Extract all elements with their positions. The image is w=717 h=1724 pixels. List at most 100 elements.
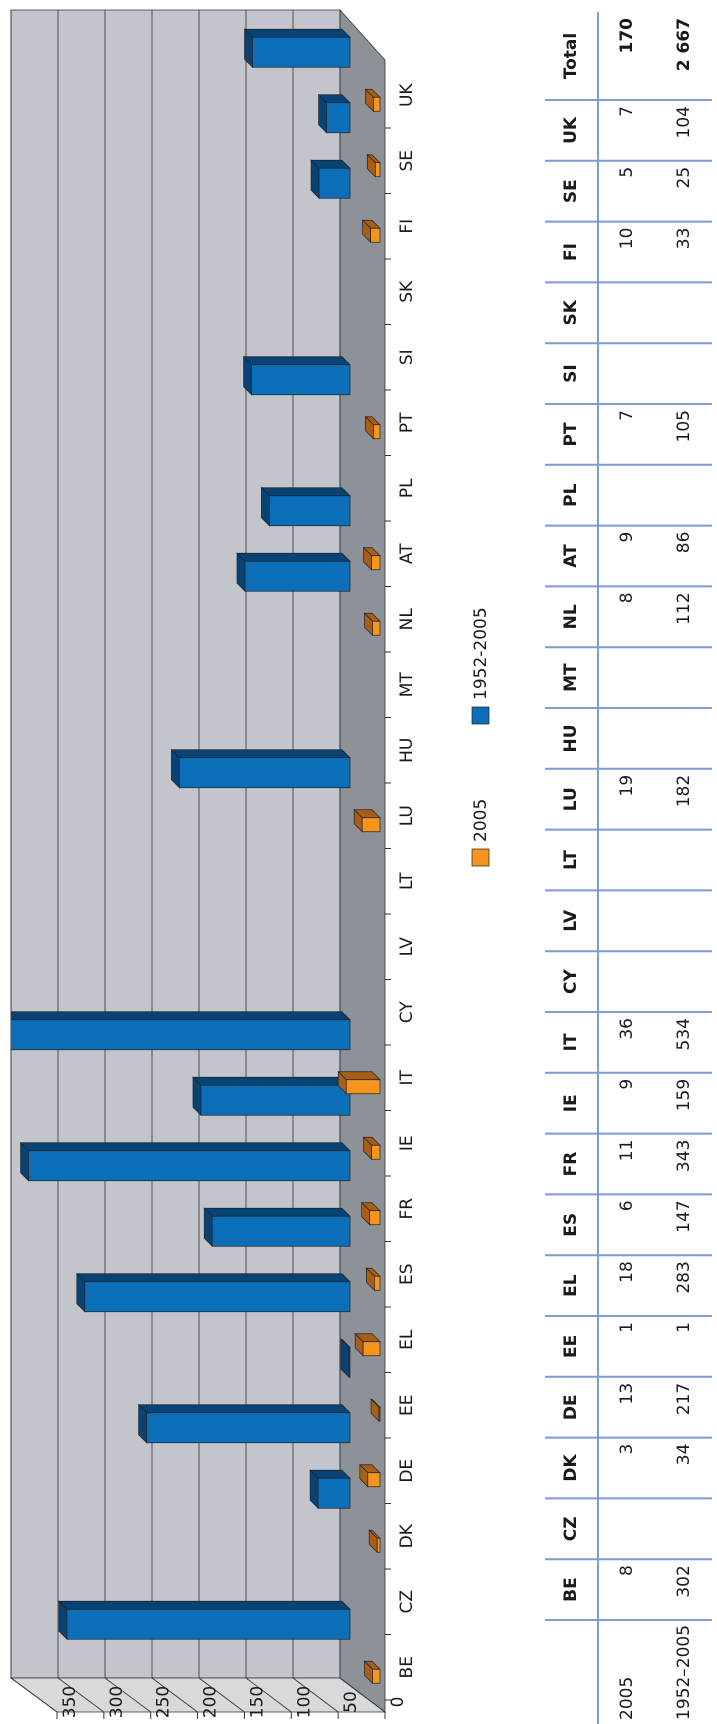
y-tick-label: 200 (201, 1686, 221, 1718)
table-row-label: 2005 (617, 1677, 637, 1720)
table-cell: 9 (617, 532, 637, 543)
table-cell: 1 (674, 1322, 694, 1333)
bar-2005 (369, 1210, 381, 1226)
x-tick-label: EL (397, 1329, 417, 1350)
x-tick-label: BE (397, 1656, 417, 1678)
x-tick-label: MT (397, 672, 417, 698)
bar-2005 (362, 1341, 381, 1357)
bar-2005 (373, 96, 381, 112)
x-tick-label: LV (397, 937, 417, 957)
x-tick-label: AT (397, 543, 417, 564)
table-header: IE (561, 1094, 581, 1112)
y-tick-label: 50 (341, 1691, 361, 1713)
x-tick-label: LU (397, 805, 417, 826)
legend-swatch (471, 848, 490, 867)
x-tick-label: UK (397, 83, 417, 107)
x-tick-label: SK (397, 280, 417, 303)
bar-2005 (376, 1537, 381, 1553)
table-cell: 112 (674, 592, 694, 624)
table-header: NL (561, 604, 581, 629)
grid-diagonal (198, 1677, 245, 1713)
table-cell: 302 (674, 1565, 694, 1597)
bar-2005 (371, 555, 381, 571)
table-cell: 283 (674, 1261, 694, 1293)
x-tick-label: NL (397, 608, 417, 631)
bar-1952-2005-side (11, 1011, 351, 1021)
table-cell: 7 (617, 410, 637, 421)
bar-2005 (371, 1144, 381, 1160)
grid-diagonal (57, 1677, 105, 1713)
bar-1952-2005-side (170, 749, 351, 759)
table-header: PL (561, 483, 581, 506)
table-total: 2 667 (674, 18, 694, 71)
bar-2005 (372, 620, 381, 636)
table-header: AT (561, 544, 581, 568)
table-header: BE (561, 1577, 581, 1602)
table-header: SE (561, 179, 581, 203)
table-cell: 343 (674, 1140, 694, 1172)
table-header: EE (561, 1335, 581, 1358)
table-cell: 3 (617, 1444, 637, 1455)
bar-1952-2005-side (243, 28, 351, 38)
bar-1952-2005-side (19, 1142, 351, 1152)
bar-2005 (374, 162, 381, 178)
bar-1952-2005 (244, 560, 351, 592)
y-tick-label: 0 (388, 1697, 408, 1708)
bar-1952-2005 (251, 364, 351, 396)
y-tick-label: 250 (154, 1686, 174, 1718)
table-cell: 105 (674, 410, 694, 442)
bar-1952-2005 (11, 1019, 351, 1051)
y-tick-label: 100 (294, 1686, 314, 1718)
x-tick-label: IE (397, 1135, 417, 1151)
table-header: MT (561, 663, 581, 692)
table-header: LV (561, 909, 581, 931)
table-cell: 182 (674, 775, 694, 807)
x-tick-label: FR (397, 1198, 417, 1220)
table-header: CZ (561, 1516, 581, 1541)
table-cell: 34 (674, 1444, 694, 1466)
table-header: SI (561, 364, 581, 383)
table-header: FI (561, 243, 581, 261)
table-cell: 86 (674, 532, 694, 554)
table-cell: 33 (674, 228, 694, 250)
x-tick-label: SE (397, 150, 417, 172)
x-tick-label: IT (397, 1069, 417, 1085)
bar-1952-2005 (318, 167, 351, 199)
table-header: HU (561, 724, 581, 752)
x-tick-label: ES (397, 1263, 417, 1285)
table-cell: 19 (617, 775, 637, 797)
bar-1952-2005-side (192, 1076, 351, 1086)
bar-1952-2005 (317, 1477, 351, 1509)
table-header: FR (561, 1152, 581, 1177)
bar-1952-2005 (348, 1346, 351, 1378)
table-cell: 10 (617, 228, 637, 250)
bar-2005 (378, 1406, 381, 1422)
x-tick-label: HU (397, 738, 417, 763)
table-cell: 36 (617, 1018, 637, 1040)
table-header: DK (561, 1454, 581, 1482)
legend-swatch (471, 706, 490, 725)
grid-diagonal (339, 1677, 386, 1713)
table-cell: 13 (617, 1383, 637, 1405)
bar-1952-2005-side (242, 356, 351, 366)
bar-2005 (361, 817, 381, 833)
bar-1952-2005-side (203, 1207, 351, 1217)
rotated-figure: 0 50 100 150 200 250 300 350 BE CZ DK DE EE EL ES FR IE I… (9, 8, 712, 1724)
table-cell: 8 (617, 1565, 637, 1576)
table-header: UK (561, 116, 581, 144)
bar-1952-2005 (211, 1215, 351, 1247)
bar-1952-2005-side (137, 1404, 351, 1414)
bar-1952-2005 (326, 102, 351, 134)
x-tick-label: CY (397, 1001, 417, 1024)
bar-1952-2005 (146, 1412, 351, 1444)
y-tick-label: 150 (247, 1686, 267, 1718)
y-tick-label: 300 (107, 1686, 127, 1718)
table-header: PT (561, 422, 581, 446)
bar-1952-2005-side (236, 552, 351, 562)
x-tick-label: EE (397, 1395, 417, 1416)
table-cell: 8 (617, 592, 637, 603)
table-cell: 534 (674, 1018, 694, 1050)
table-cell: 104 (674, 106, 694, 138)
table-cell: 7 (617, 106, 637, 117)
